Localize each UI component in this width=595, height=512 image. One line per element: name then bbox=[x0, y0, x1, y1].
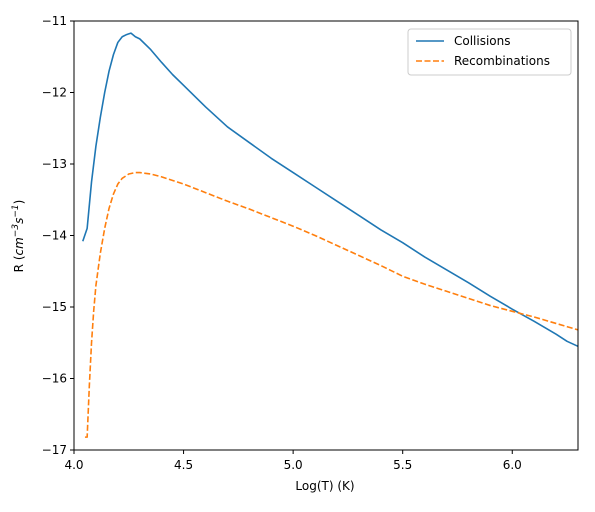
x-axis-label: Log(T) (K) bbox=[295, 479, 354, 493]
y-tick-label: −15 bbox=[42, 300, 67, 314]
y-tick-label: −17 bbox=[42, 443, 67, 457]
legend-box bbox=[407, 28, 572, 76]
series-line-recombinations bbox=[84, 171, 578, 438]
plot-area bbox=[82, 32, 578, 438]
x-tick-label: 4.0 bbox=[64, 458, 83, 472]
x-tick-label: 5.5 bbox=[393, 458, 412, 472]
legend: Collisions Recombinations bbox=[407, 28, 572, 76]
y-tick-label: −14 bbox=[42, 229, 67, 243]
x-tick-label: 6.0 bbox=[503, 458, 522, 472]
series-line-collisions bbox=[82, 32, 578, 348]
legend-label-collisions: Collisions bbox=[454, 34, 511, 48]
y-tick-label: −16 bbox=[42, 372, 67, 386]
plot-frame bbox=[73, 20, 579, 451]
x-tick-label: 5.0 bbox=[284, 458, 303, 472]
axes: 4.0 4.5 5.0 5.5 6.0 −17 −16 −15 −14 −13 −12 −11 bbox=[42, 14, 579, 472]
x-tick-label: 4.5 bbox=[174, 458, 193, 472]
legend-label-recombinations: Recombinations bbox=[454, 54, 550, 68]
y-axis-label: R (cm−3s−1) bbox=[11, 200, 26, 273]
y-tick-label: −12 bbox=[42, 86, 67, 100]
y-tick-label: −11 bbox=[42, 14, 67, 28]
y-tick-label: −13 bbox=[42, 157, 67, 171]
